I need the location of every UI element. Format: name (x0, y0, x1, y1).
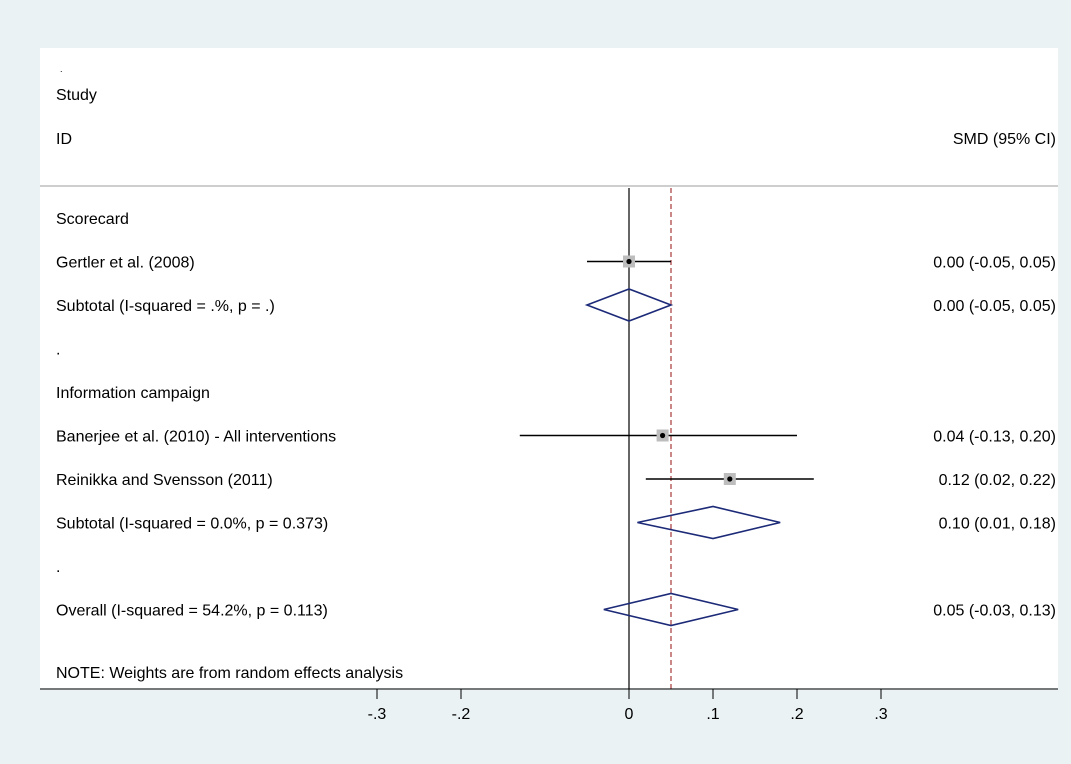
x-tick-label: -.2 (452, 706, 471, 723)
x-axis-ticks: -.3 -.2 0 .1 .2 .3 (368, 689, 888, 723)
row-label: Banerjee et al. (2010) - All interventio… (56, 429, 336, 446)
row-label: . (56, 559, 60, 576)
column-header-study: Study (56, 87, 97, 104)
row-label: Gertler et al. (2008) (56, 255, 195, 272)
row-label: Information campaign (56, 385, 210, 402)
point-estimate (727, 476, 733, 482)
plot-area (40, 48, 1058, 688)
row-label: Scorecard (56, 211, 129, 228)
column-header-effect: SMD (95% CI) (953, 131, 1056, 148)
effect-ci-label: 0.12 (0.02, 0.22) (939, 472, 1056, 489)
point-estimate (660, 432, 666, 439)
row-label: Reinikka and Svensson (2011) (56, 472, 273, 489)
row-label: . (56, 342, 60, 359)
effect-ci-label: 0.00 (-0.05, 0.05) (933, 255, 1056, 272)
study-rows: Scorecard Gertler et al. (2008) 0.00 (-0.0… (56, 188, 1056, 689)
overall-diamond (603, 592, 739, 627)
column-header-id: ID (56, 131, 72, 148)
row-label: Subtotal (I-squared = .%, p = .) (56, 298, 275, 315)
row-label: Subtotal (I-squared = 0.0%, p = 0.373) (56, 516, 328, 533)
x-tick-label: .3 (874, 706, 887, 723)
header-dot: . (60, 64, 63, 74)
point-estimate (626, 258, 632, 265)
x-tick-label: -.3 (368, 706, 387, 723)
footnote: NOTE: Weights are from random effects an… (56, 665, 403, 682)
effect-ci-label: 0.05 (-0.03, 0.13) (933, 603, 1056, 620)
subtotal-diamond (637, 505, 781, 540)
x-tick-label: 0 (625, 706, 634, 723)
effect-ci-label: 0.04 (-0.13, 0.20) (933, 429, 1056, 446)
effect-ci-label: 0.00 (-0.05, 0.05) (933, 298, 1056, 315)
x-tick-label: .1 (706, 706, 719, 723)
x-tick-label: .2 (790, 706, 803, 723)
subtotal-diamond (584, 288, 674, 322)
effect-ci-label: 0.10 (0.01, 0.18) (939, 516, 1056, 533)
row-label: Overall (I-squared = 54.2%, p = 0.113) (56, 603, 328, 620)
